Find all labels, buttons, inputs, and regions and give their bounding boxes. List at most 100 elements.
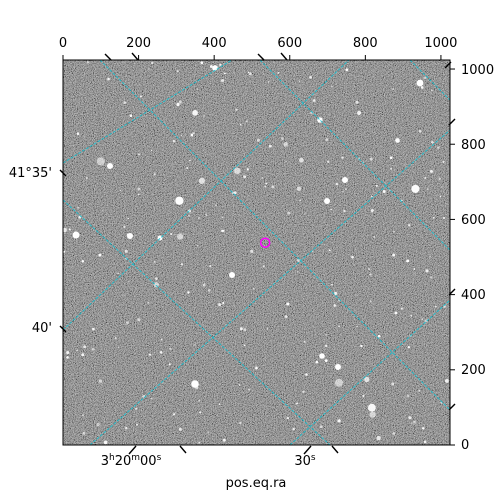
- star: [76, 132, 80, 136]
- star: [351, 255, 354, 259]
- star: [370, 195, 373, 198]
- world-tick-mark: [59, 169, 67, 177]
- world-tick-mark: [303, 445, 312, 455]
- star: [331, 85, 333, 88]
- star: [392, 88, 394, 90]
- star: [83, 345, 87, 349]
- star: [189, 160, 191, 162]
- star: [382, 189, 386, 194]
- star: [262, 265, 265, 268]
- star-field: [63, 60, 449, 445]
- target-marker: [259, 237, 271, 248]
- star: [367, 403, 376, 412]
- star: [344, 188, 348, 191]
- star: [197, 245, 199, 247]
- star: [239, 327, 243, 331]
- star: [345, 68, 349, 72]
- star: [174, 162, 176, 164]
- star: [233, 167, 241, 175]
- star: [92, 327, 95, 331]
- star: [209, 264, 212, 268]
- star: [406, 259, 410, 263]
- star: [326, 160, 330, 164]
- star: [312, 99, 316, 102]
- star: [248, 72, 252, 76]
- star: [246, 168, 249, 171]
- star: [413, 420, 416, 424]
- world-tick-mark: [131, 52, 139, 61]
- star: [438, 177, 442, 181]
- star: [91, 347, 95, 351]
- star: [420, 86, 424, 89]
- right-tick-label: 400: [461, 288, 486, 303]
- star: [357, 110, 362, 116]
- star: [76, 349, 78, 352]
- star: [338, 325, 341, 328]
- world-tick-mark: [448, 403, 456, 411]
- top-tick-label: 600: [277, 36, 302, 51]
- star: [256, 138, 261, 142]
- star: [135, 423, 139, 426]
- star: [333, 304, 337, 307]
- star: [266, 328, 269, 330]
- star: [63, 250, 66, 253]
- star: [324, 344, 328, 348]
- star: [243, 328, 247, 332]
- star: [429, 169, 434, 173]
- star: [392, 253, 396, 257]
- star: [221, 216, 224, 219]
- ra-tick-label: 30s: [294, 453, 316, 469]
- star: [153, 282, 159, 288]
- star: [267, 81, 270, 83]
- star: [198, 399, 201, 402]
- star: [203, 115, 205, 117]
- x-axis-title: pos.eq.ra: [226, 476, 287, 491]
- star: [172, 413, 176, 416]
- star: [98, 379, 103, 383]
- star: [119, 189, 122, 192]
- star: [292, 427, 295, 431]
- star: [160, 338, 163, 341]
- star: [127, 233, 133, 239]
- star: [440, 402, 443, 404]
- star: [304, 213, 306, 215]
- world-tick-mark: [59, 325, 67, 333]
- star: [192, 132, 195, 135]
- star: [63, 227, 67, 233]
- star: [437, 146, 440, 149]
- star: [209, 65, 213, 68]
- star: [239, 421, 242, 425]
- star: [135, 407, 138, 410]
- star: [137, 318, 141, 322]
- star: [287, 211, 291, 215]
- star: [393, 230, 395, 233]
- ra-tick-label: 3h20m00s: [101, 453, 162, 469]
- star: [252, 287, 255, 290]
- star: [286, 302, 290, 306]
- star: [103, 440, 108, 445]
- star: [369, 300, 372, 303]
- star: [421, 427, 425, 430]
- star: [268, 144, 272, 148]
- star: [235, 108, 238, 111]
- world-tick-mark: [448, 118, 456, 126]
- grid-line: [409, 60, 450, 101]
- star: [283, 142, 288, 147]
- star: [297, 259, 300, 262]
- star: [245, 120, 248, 123]
- star: [243, 344, 246, 347]
- star: [335, 182, 339, 186]
- star: [330, 208, 332, 211]
- star: [114, 337, 117, 340]
- sky-image: [63, 60, 450, 445]
- star: [390, 167, 393, 170]
- star: [125, 321, 130, 325]
- top-tick-label: 800: [353, 36, 378, 51]
- world-tick-mark: [128, 445, 137, 455]
- world-tick-mark: [179, 445, 187, 454]
- dec-tick-label: 40': [32, 321, 52, 336]
- star: [265, 182, 268, 185]
- star: [284, 315, 288, 318]
- star: [264, 185, 267, 188]
- star: [429, 256, 431, 258]
